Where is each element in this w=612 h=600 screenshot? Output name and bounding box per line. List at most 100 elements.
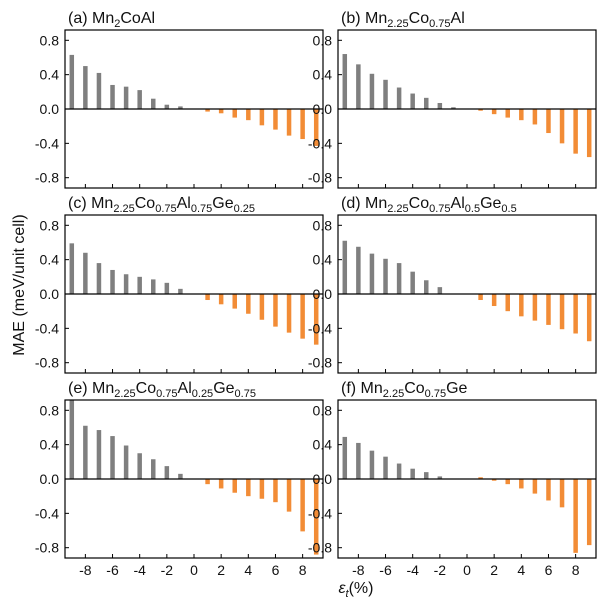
bar [83,66,88,109]
title-text: (f) Mn [341,380,383,397]
y-tick-label: 0.4 [40,252,60,268]
bar [205,479,210,485]
x-tick-label: 8 [572,562,580,578]
bar [559,294,565,330]
y-tick-label: 0.8 [313,402,333,418]
panel-e: -0.8 -0.4 0.0 0.4 0.8 -8 -6 -4 -2 0 2 4 6 8 (e) Mn2.25… [35,380,324,578]
bar [559,109,565,144]
bar [286,479,292,512]
bar [137,276,142,294]
x-tick-label: -6 [106,562,119,578]
bar [342,436,348,479]
title-text: (a) Mn [68,10,114,27]
bar [356,64,361,109]
y-tick-label: -0.4 [35,320,59,336]
bar [164,104,170,109]
bar [396,263,402,294]
title-text: (e) Mn [68,380,114,397]
x-axis-symbol: ε [339,580,347,597]
y-axis-label: MAE (meV/unit cell) [11,214,28,355]
title-text: Co [136,380,157,397]
y-tick-label: 0.8 [40,32,60,48]
panel-d: -0.8-0.40.00.40.8(d) Mn2.25Co0.75Al0.5Ge… [308,195,597,374]
bar [519,294,524,317]
title-text: Ge [212,195,233,212]
y-tick-label: 0.4 [40,437,60,453]
y-tick-label: 0.0 [40,286,60,302]
y-tick-label: 0.4 [313,252,333,268]
bar [546,479,551,501]
y-tick-label: 0.0 [40,471,60,487]
bar [410,93,415,109]
bar [505,294,510,312]
bar [532,479,538,494]
bar [205,109,210,112]
bar [273,294,278,327]
bar [491,109,497,115]
y-tick-label: -0.8 [308,540,332,556]
title-text: CoAl [120,10,155,27]
title-text: (b) Mn [341,10,387,27]
bar [478,477,483,479]
bar [137,90,142,109]
x-tick-label: 4 [244,562,252,578]
y-tick-label: -0.4 [308,320,332,336]
title-subscript: 2.25 [114,388,135,400]
panel-title: (f) Mn2.25Co0.75Ge [341,380,468,400]
bar [83,425,88,479]
title-subscript: 0.75 [235,388,256,400]
bar [396,87,402,109]
bar [300,479,305,532]
bar [83,252,88,294]
bar [424,472,429,479]
x-tick-label: 6 [272,562,280,578]
y-tick-label: -0.4 [35,135,59,151]
y-tick-label: 0.0 [40,101,60,117]
x-tick-label: -4 [406,562,419,578]
bar [123,86,129,109]
bar [232,109,237,118]
bar [273,109,278,130]
x-tick-label: 4 [517,562,525,578]
bar [573,479,578,553]
title-subscript: 2.25 [113,203,134,215]
title-text: Al [451,195,465,212]
bar [437,287,443,294]
title-subscript: 2 [114,18,120,30]
x-axis-unit: (%) [349,580,374,597]
bar [532,109,538,125]
bar [383,456,388,479]
bar [437,102,443,109]
bar [369,73,375,109]
y-tick-label: -0.8 [308,170,332,186]
bar [313,109,319,146]
title-subscript: 0.75 [156,388,177,400]
panel-c: -0.8-0.40.00.40.8(c) Mn2.25Co0.75Al0.75G… [35,195,324,374]
bar [246,109,251,121]
title-subscript: 0.75 [425,388,446,400]
bar [151,279,156,294]
panel-title: (c) Mn2.25Co0.75Al0.75Ge0.25 [68,195,255,215]
title-subscript: 0.75 [429,203,450,215]
y-tick-label: -0.8 [308,355,332,371]
bar [586,479,592,546]
bar [424,280,429,294]
title-text: Ge [213,380,234,397]
y-tick-label: -0.8 [35,355,59,371]
panel-title: (a) Mn2CoAl [68,10,155,30]
bar [478,294,483,301]
x-tick-label: 2 [217,562,225,578]
bar [137,453,142,479]
title-subscript: 0.25 [234,203,255,215]
title-text: Al [178,380,192,397]
x-tick-label: 8 [299,562,307,578]
title-subscript: 2.25 [383,388,404,400]
bar [232,294,237,309]
bar [410,468,415,479]
bar [151,98,156,109]
bar [424,97,429,109]
bar [178,106,183,109]
bar [342,240,348,294]
bar [96,263,102,294]
bar [519,109,524,121]
